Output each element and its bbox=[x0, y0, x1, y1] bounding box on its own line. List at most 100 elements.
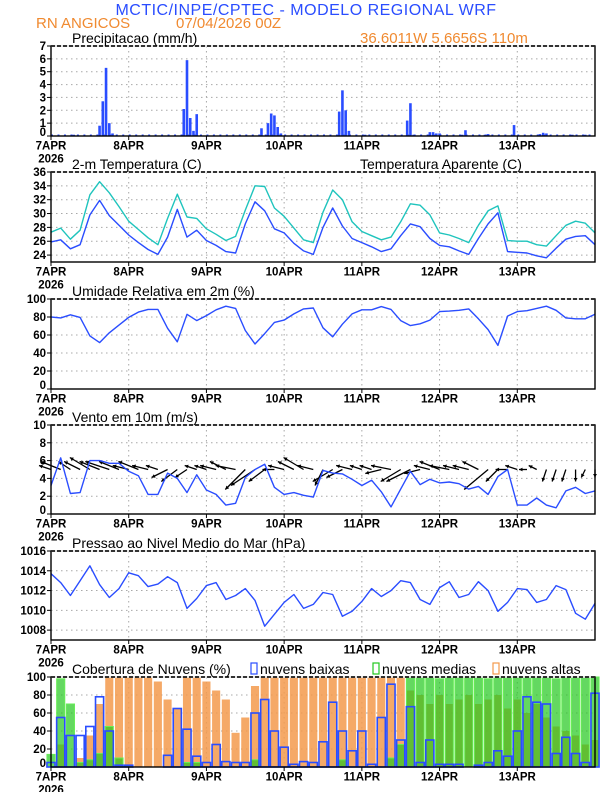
precipitation-trace-bar bbox=[316, 134, 319, 136]
wind-vector-arrow bbox=[413, 464, 431, 471]
wind-vector-arrow bbox=[452, 464, 469, 471]
precipitation-bar bbox=[266, 123, 270, 136]
precipitation-bar bbox=[541, 132, 545, 136]
precipitation-trace-bar bbox=[335, 134, 338, 136]
cloud-bar-nuvens-altas bbox=[357, 677, 366, 767]
precipitation-trace-bar bbox=[251, 134, 254, 136]
wind-arrow-head bbox=[200, 464, 205, 469]
precipitation-trace-bar bbox=[187, 134, 189, 136]
wind-vector-arrow bbox=[69, 456, 91, 471]
wind-vector-arrow bbox=[442, 464, 460, 471]
precipitation-trace-bar bbox=[57, 134, 60, 136]
precipitation-bar bbox=[486, 134, 490, 136]
x-year-label: 2026 bbox=[38, 280, 64, 292]
wind-arrow-head bbox=[551, 477, 556, 482]
wind-vector-arrow bbox=[541, 469, 548, 482]
wind-arrow-head bbox=[39, 464, 43, 469]
precipitation-trace-bar bbox=[342, 134, 345, 136]
wind-arrow-head bbox=[314, 481, 319, 486]
precipitation-trace-bar bbox=[582, 134, 585, 136]
x-tick-label: 10APR bbox=[266, 772, 304, 784]
cloud-bar-nuvens-altas bbox=[250, 686, 260, 767]
cloud-bar-nuvens-altas bbox=[134, 677, 143, 767]
precipitation-bar bbox=[269, 113, 273, 136]
cloud-bar-nuvens-medias bbox=[532, 676, 542, 768]
precipitation-bar bbox=[431, 132, 435, 136]
cloud-bar-nuvens-altas bbox=[95, 704, 104, 767]
y-tick-label: 34 bbox=[33, 181, 46, 193]
x-tick-label: 12APR bbox=[421, 645, 459, 657]
y-tick-label: 7 bbox=[40, 41, 46, 53]
x-tick-label: 12APR bbox=[421, 772, 459, 784]
precipitation-trace-bar bbox=[161, 134, 164, 136]
precipitation-bar bbox=[104, 67, 108, 136]
wind-arrow-head bbox=[419, 461, 424, 465]
panel-title: Pressao ao Nivel Medio do Mar (hPa) bbox=[72, 535, 305, 551]
precipitation-trace-bar bbox=[575, 134, 578, 136]
precipitation-trace-bar bbox=[497, 134, 500, 136]
cloud-bar-nuvens-medias bbox=[396, 744, 406, 768]
precipitation-bar bbox=[192, 130, 195, 136]
y-tick-label: 6 bbox=[40, 54, 46, 66]
wind-arrow-head bbox=[215, 464, 220, 469]
precipitation-trace-bar bbox=[277, 134, 280, 136]
precipitation-trace-bar bbox=[413, 134, 416, 136]
precipitation-trace-bar bbox=[459, 134, 461, 136]
precipitation-trace-bar bbox=[517, 134, 520, 136]
wind-arrow-head bbox=[248, 477, 253, 482]
cloud-bar-nuvens-altas bbox=[386, 677, 396, 767]
y-tick-label: 100 bbox=[27, 294, 46, 306]
wind-arrow-head bbox=[79, 461, 84, 465]
wind-arrow-head bbox=[452, 464, 457, 469]
wind-arrow-head bbox=[371, 464, 375, 469]
y-tick-label: 100 bbox=[27, 672, 46, 684]
precipitation-trace-bar bbox=[290, 134, 293, 136]
y-tick-label: 0 bbox=[40, 505, 46, 517]
wind-vector-arrow bbox=[262, 467, 275, 472]
panel-title: 2-m Temperatura (C) bbox=[72, 156, 202, 172]
wind-arrow-head bbox=[336, 464, 341, 469]
panel-title: Precipitacao (mm/h) bbox=[72, 30, 197, 46]
y-tick-label: 1008 bbox=[20, 625, 46, 637]
x-tick-label: 12APR bbox=[421, 141, 459, 153]
precipitation-bar bbox=[260, 128, 263, 136]
y-tick-label: 36 bbox=[33, 167, 46, 179]
wind-vector-arrow bbox=[63, 460, 81, 471]
x-tick-label: 9APR bbox=[191, 772, 222, 784]
cloud-bar-nuvens-medias bbox=[454, 676, 464, 768]
x-tick-label: 13APR bbox=[499, 141, 537, 153]
x-tick-label: 13APR bbox=[499, 267, 537, 279]
legend-label: nuvens altas bbox=[502, 661, 581, 677]
wind-arrow-head bbox=[495, 467, 500, 472]
wind-arrow-head bbox=[118, 461, 123, 465]
precipitation-trace-bar bbox=[484, 134, 487, 136]
precipitation-trace-bar bbox=[154, 134, 157, 136]
cloud-bar-nuvens-altas bbox=[114, 677, 124, 767]
precipitation-trace-bar bbox=[297, 134, 300, 136]
wind-arrow-head bbox=[283, 457, 288, 461]
cloud-bar-nuvens-medias bbox=[561, 676, 571, 768]
y-tick-label: 20 bbox=[33, 744, 46, 756]
precipitation-trace-bar bbox=[245, 134, 248, 136]
cloud-bar-nuvens-altas bbox=[105, 677, 114, 767]
y-tick-label: 4 bbox=[40, 473, 47, 485]
precipitation-trace-bar bbox=[536, 134, 539, 136]
wind-arrow-head bbox=[194, 464, 199, 469]
y-tick-label: 80 bbox=[33, 690, 46, 702]
cloud-bar-nuvens-altas bbox=[348, 677, 357, 767]
y-tick-label: 40 bbox=[33, 726, 46, 738]
cloud-bar-nuvens-altas bbox=[318, 677, 328, 767]
precipitation-trace-bar bbox=[368, 134, 371, 136]
wind-arrow-head bbox=[112, 464, 117, 469]
precipitation-bar bbox=[341, 90, 344, 136]
wind-arrow-shaft bbox=[118, 460, 139, 471]
x-tick-label: 12APR bbox=[421, 519, 459, 531]
panel-title: Umidade Relativa em 2m (%) bbox=[72, 283, 255, 299]
precipitation-bar bbox=[337, 111, 341, 136]
precipitation-trace-bar bbox=[433, 134, 436, 136]
precipitation-bar bbox=[538, 134, 542, 136]
cloud-bar-nuvens-altas bbox=[124, 677, 133, 767]
cloud-bar-nuvens-medias bbox=[435, 678, 445, 768]
